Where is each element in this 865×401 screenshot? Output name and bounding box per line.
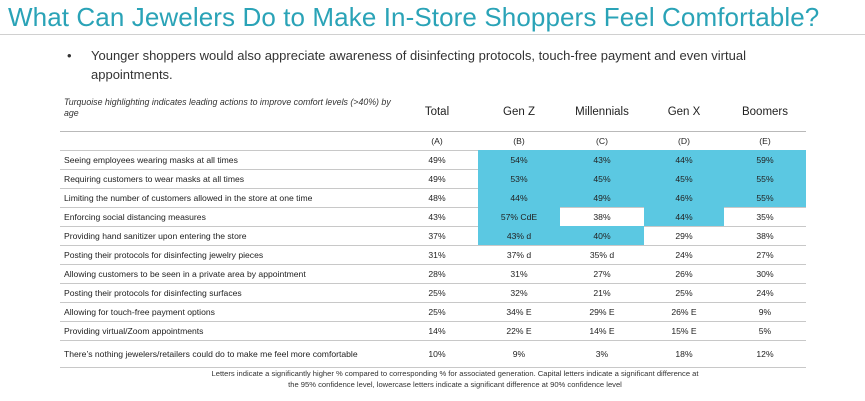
page-title: What Can Jewelers Do to Make In-Store Sh… bbox=[8, 2, 820, 32]
bullet-text: Younger shoppers would also appreciate a… bbox=[91, 48, 746, 82]
value-cell: 45% bbox=[560, 169, 644, 189]
value-cell: 18% bbox=[644, 340, 724, 368]
value-cell: 32% bbox=[478, 283, 560, 303]
value-cell: 9% bbox=[478, 340, 560, 368]
table-row: Allowing for touch-free payment options 2… bbox=[60, 302, 806, 322]
row-label: Requiring customers to wear masks at all… bbox=[60, 169, 396, 189]
value-cell: 25% bbox=[396, 283, 478, 303]
value-cell: 54% bbox=[478, 150, 560, 170]
table-row: Allowing customers to be seen in a priva… bbox=[60, 264, 806, 284]
value-cell: 28% bbox=[396, 264, 478, 284]
value-cell: 5% bbox=[724, 321, 806, 341]
table-row: Posting their protocols for disinfecting… bbox=[60, 245, 806, 265]
row-label: Seeing employees wearing masks at all ti… bbox=[60, 150, 396, 170]
value-cell: 30% bbox=[724, 264, 806, 284]
value-cell: 38% bbox=[560, 207, 644, 227]
row-label: Providing virtual/Zoom appointments bbox=[60, 321, 396, 341]
table-row: Providing hand sanitizer upon entering t… bbox=[60, 226, 806, 246]
row-label: Posting their protocols for disinfecting… bbox=[60, 245, 396, 265]
value-cell: 55% bbox=[724, 169, 806, 189]
value-cell: 15% E bbox=[644, 321, 724, 341]
row-label: Enforcing social distancing measures bbox=[60, 207, 396, 227]
table-row: Providing virtual/Zoom appointments 14% 22… bbox=[60, 321, 806, 341]
table-row: Posting their protocols for disinfecting… bbox=[60, 283, 806, 303]
value-cell: 21% bbox=[560, 283, 644, 303]
value-cell: 14% E bbox=[560, 321, 644, 341]
row-label: Allowing for touch-free payment options bbox=[60, 302, 396, 322]
table-row: Requiring customers to wear masks at all… bbox=[60, 169, 806, 189]
value-cell: 49% bbox=[396, 150, 478, 170]
column-letter: (E) bbox=[724, 131, 806, 151]
header-row: Turquoise highlighting indicates leading… bbox=[60, 93, 806, 132]
row-label: Limiting the number of customers allowed… bbox=[60, 188, 396, 208]
title-divider bbox=[0, 34, 865, 35]
row-label: Posting their protocols for disinfecting… bbox=[60, 283, 396, 303]
table-row: Enforcing social distancing measures 43% 5… bbox=[60, 207, 806, 227]
value-cell: 22% E bbox=[478, 321, 560, 341]
value-cell: 31% bbox=[396, 245, 478, 265]
row-label: There’s nothing jewelers/retailers could… bbox=[60, 340, 396, 368]
value-cell: 25% bbox=[396, 302, 478, 322]
column-header: Boomers bbox=[741, 106, 789, 118]
value-cell: 48% bbox=[396, 188, 478, 208]
value-cell: 49% bbox=[560, 188, 644, 208]
value-cell: 29% E bbox=[560, 302, 644, 322]
value-cell: 31% bbox=[478, 264, 560, 284]
value-cell: 12% bbox=[724, 340, 806, 368]
column-header: Total bbox=[424, 106, 450, 118]
value-cell: 25% bbox=[644, 283, 724, 303]
column-header: Gen X bbox=[667, 106, 701, 118]
value-cell: 9% bbox=[724, 302, 806, 322]
table-body: Seeing employees wearing masks at all ti… bbox=[60, 150, 806, 368]
value-cell: 43% bbox=[560, 150, 644, 170]
value-cell: 24% bbox=[644, 245, 724, 265]
value-cell: 14% bbox=[396, 321, 478, 341]
value-cell: 45% bbox=[644, 169, 724, 189]
value-cell: 38% bbox=[724, 226, 806, 246]
value-cell: 37% bbox=[396, 226, 478, 246]
value-cell: 44% bbox=[644, 207, 724, 227]
survey-table: Turquoise highlighting indicates leading… bbox=[60, 93, 806, 368]
column-letter: (D) bbox=[644, 131, 724, 151]
value-cell: 3% bbox=[560, 340, 644, 368]
column-letter: (C) bbox=[560, 131, 644, 151]
highlight-note: Turquoise highlighting indicates leading… bbox=[64, 97, 391, 118]
empty-cell bbox=[60, 131, 396, 151]
value-cell: 40% bbox=[560, 226, 644, 246]
value-cell: 29% bbox=[644, 226, 724, 246]
value-cell: 59% bbox=[724, 150, 806, 170]
value-cell: 49% bbox=[396, 169, 478, 189]
bullet-symbol: • bbox=[67, 48, 72, 63]
value-cell: 24% bbox=[724, 283, 806, 303]
value-cell: 43% bbox=[396, 207, 478, 227]
value-cell: 26% bbox=[644, 264, 724, 284]
value-cell: 27% bbox=[560, 264, 644, 284]
value-cell: 27% bbox=[724, 245, 806, 265]
value-cell: 10% bbox=[396, 340, 478, 368]
column-letter: (B) bbox=[478, 131, 560, 151]
row-label: Allowing customers to be seen in a priva… bbox=[60, 264, 396, 284]
table-row: Limiting the number of customers allowed… bbox=[60, 188, 806, 208]
value-cell: 43% d bbox=[478, 226, 560, 246]
value-cell: 53% bbox=[478, 169, 560, 189]
column-header: Millennials bbox=[575, 106, 629, 118]
table-row: There’s nothing jewelers/retailers could… bbox=[60, 340, 806, 368]
value-cell: 46% bbox=[644, 188, 724, 208]
value-cell: 44% bbox=[478, 188, 560, 208]
value-cell: 35% bbox=[724, 207, 806, 227]
row-label: Providing hand sanitizer upon entering t… bbox=[60, 226, 396, 246]
column-letter-row: (A) (B) (C) (D) (E) bbox=[60, 131, 806, 151]
value-cell: 37% d bbox=[478, 245, 560, 265]
value-cell: 35% d bbox=[560, 245, 644, 265]
table-row: Seeing employees wearing masks at all ti… bbox=[60, 150, 806, 170]
value-cell: 34% E bbox=[478, 302, 560, 322]
value-cell: 57% CdE bbox=[478, 207, 560, 227]
column-header: Gen Z bbox=[503, 106, 535, 118]
footnote: Letters indicate a significantly higher … bbox=[211, 369, 699, 389]
value-cell: 26% E bbox=[644, 302, 724, 322]
column-letter: (A) bbox=[396, 131, 478, 151]
value-cell: 44% bbox=[644, 150, 724, 170]
value-cell: 55% bbox=[724, 188, 806, 208]
